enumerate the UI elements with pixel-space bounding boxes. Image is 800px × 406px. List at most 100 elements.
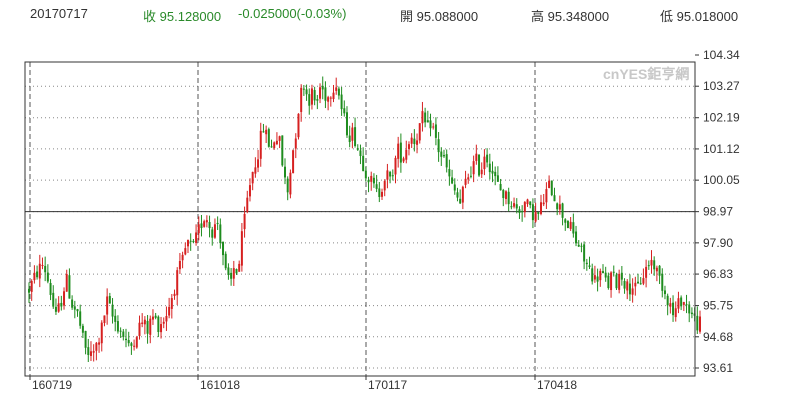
- candle-body: [335, 87, 338, 91]
- candle-body: [607, 275, 610, 289]
- candle-body: [572, 222, 575, 234]
- candle-body: [534, 211, 537, 222]
- candle-body: [122, 331, 125, 338]
- candle-body: [28, 288, 30, 293]
- candle-body: [580, 245, 583, 247]
- plot-frame: [24, 61, 696, 377]
- candle-body: [626, 281, 629, 291]
- candle-body: [313, 90, 316, 101]
- y-tick-label: 101.12: [703, 142, 740, 156]
- y-tick-label: 93.61: [703, 361, 733, 375]
- candle-body: [292, 150, 295, 174]
- candle-body: [259, 130, 262, 159]
- candle-body: [620, 272, 623, 280]
- candle-body: [141, 322, 144, 324]
- y-tick-label: 102.19: [703, 111, 740, 125]
- candle-body: [79, 311, 82, 326]
- candle-body: [494, 171, 497, 177]
- candle-body: [416, 140, 419, 145]
- candle-body: [669, 303, 672, 307]
- candle-body: [211, 229, 214, 238]
- candle-body: [356, 148, 359, 150]
- candle-body: [41, 265, 44, 267]
- candle-body: [410, 137, 413, 144]
- y-tick-label: 94.68: [703, 330, 733, 344]
- candle-body: [89, 351, 92, 356]
- candle-body: [184, 248, 187, 255]
- low-label: 低: [660, 9, 674, 24]
- candle-body: [219, 224, 222, 244]
- candle-body: [593, 275, 596, 280]
- candle-body: [324, 87, 327, 101]
- candle-body: [359, 150, 362, 157]
- candle-body: [569, 221, 572, 229]
- candle-body: [461, 186, 464, 203]
- candle-body: [599, 270, 602, 281]
- candle-body: [502, 190, 505, 198]
- quote-header: 20170717 收 95.128000 -0.025000(-0.03%) 開…: [0, 6, 800, 26]
- y-tick-label: 104.34: [703, 48, 740, 62]
- candle-body: [577, 244, 580, 247]
- candle-body: [362, 155, 365, 172]
- candle-body: [418, 123, 421, 141]
- candle-body: [73, 306, 76, 310]
- candle-body: [478, 154, 481, 176]
- candle-body: [540, 202, 543, 214]
- candle-body: [661, 273, 664, 291]
- candle-body: [407, 144, 410, 149]
- candle-body: [440, 151, 443, 157]
- candle-body: [378, 188, 381, 198]
- candle-body: [653, 260, 656, 270]
- y-axis: 104.34 103.27 102.19 101.12 100.05 98.97 97.90…: [695, 48, 740, 375]
- candle-body: [564, 219, 567, 223]
- candle-body: [566, 220, 569, 228]
- candle-body: [513, 203, 516, 207]
- candle-body: [432, 126, 435, 128]
- candle-body: [601, 271, 604, 274]
- candle-body: [116, 321, 119, 332]
- candle-body: [610, 272, 613, 291]
- candle-body: [273, 142, 276, 148]
- candle-body: [394, 157, 397, 175]
- candle-body: [475, 153, 478, 161]
- candle-body: [81, 325, 84, 333]
- candle-body: [542, 202, 545, 205]
- candle-body: [108, 296, 111, 304]
- high-price: 高 95.348000: [531, 6, 609, 25]
- candle-body: [553, 195, 556, 202]
- candle-body: [391, 175, 394, 177]
- candle-body: [308, 94, 311, 106]
- candle-body: [588, 265, 591, 267]
- candle-body: [200, 223, 203, 229]
- candle-body: [421, 111, 424, 124]
- candle-body: [402, 158, 405, 162]
- candle-body: [151, 316, 154, 320]
- candle-body: [332, 92, 335, 100]
- candle-body: [518, 209, 521, 213]
- candle-body: [216, 222, 219, 224]
- candle-body: [289, 172, 292, 195]
- candle-body: [634, 282, 637, 287]
- candle-body: [453, 184, 456, 191]
- y-tick-label: 103.27: [703, 79, 740, 93]
- candle-body: [270, 146, 273, 148]
- candle-body: [114, 315, 117, 322]
- candle-body: [510, 206, 513, 208]
- candle-body: [157, 316, 160, 332]
- candle-body: [672, 302, 675, 316]
- candle-body: [448, 168, 451, 177]
- candle-body: [521, 211, 524, 213]
- candle-body: [337, 88, 340, 96]
- candle-body: [558, 204, 561, 210]
- candle-body: [44, 265, 47, 273]
- high-value: 95.348000: [547, 9, 610, 24]
- candle-body: [33, 272, 36, 281]
- candle-body: [319, 87, 322, 99]
- y-tick-label: 97.90: [703, 236, 733, 250]
- candle-body: [173, 293, 176, 296]
- candle-body: [149, 318, 152, 335]
- price-change: -0.025000(-0.03%): [238, 6, 347, 21]
- candle-body: [68, 275, 71, 299]
- candle-body: [647, 265, 650, 267]
- candle-body: [623, 280, 626, 289]
